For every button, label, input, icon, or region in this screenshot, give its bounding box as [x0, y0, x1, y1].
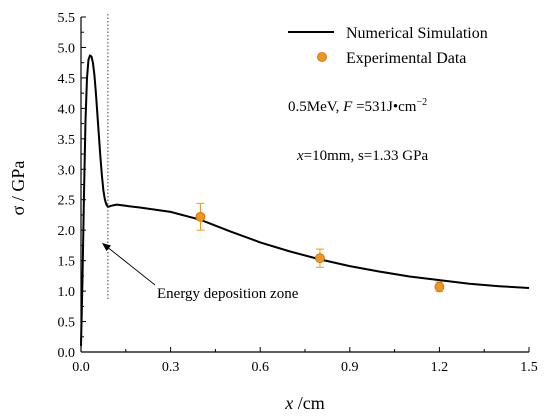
y-tick-label: 2.0 [58, 224, 76, 239]
legend-marker-experimental [317, 52, 327, 62]
y-tick-label: 3.5 [58, 133, 76, 148]
params-line-1: 0.5MeV, F =531J•cm−2 [288, 97, 427, 115]
axes [80, 17, 529, 353]
legend-label-experimental: Experimental Data [346, 50, 466, 67]
x-axis-variable: x [284, 393, 293, 413]
data-marker [195, 211, 206, 222]
y-tick-label: 4.0 [58, 102, 76, 117]
zone-label: Energy deposition zone [157, 286, 299, 302]
y-tick-label: 4.5 [58, 72, 76, 87]
y-tick-label: 1.0 [58, 285, 76, 300]
experimental-point [434, 281, 445, 293]
x-tick-label: 0.6 [251, 360, 269, 375]
x-axis-title: x /cm [284, 393, 325, 413]
params-line-2: x=10mm, s=1.33 GPa [296, 148, 428, 164]
x-tick-label: 1.5 [520, 360, 538, 375]
x-tick-label: 0.0 [72, 360, 90, 375]
params-fluence-value: =531J•cm [352, 99, 416, 115]
y-axis-title: σ / GPa [8, 161, 28, 216]
legend-label-simulation: Numerical Simulation [346, 25, 488, 42]
y-tick-label: 2.5 [58, 194, 76, 209]
y-tick-label: 5.5 [58, 11, 76, 26]
zone-arrow-head [102, 243, 111, 251]
y-tick-label: 5.0 [58, 41, 76, 56]
x-tick-label: 1.2 [431, 360, 449, 375]
legend: Numerical Simulation Experimental Data [288, 25, 488, 67]
x-tick-label: 0.3 [162, 360, 180, 375]
y-tick-label: 0.5 [58, 316, 76, 331]
params-x-value: =10mm, s=1.33 GPa [304, 148, 429, 164]
axis-ticks: 0.0 0.5 1.0 1.5 2.0 2.5 3.0 3.5 4.0 4.5 5.0 5.5 0.0 0… [58, 11, 538, 375]
y-tick-label: 0.0 [58, 346, 76, 361]
series-layer [80, 54, 530, 346]
y-tick-label: 3.0 [58, 163, 76, 178]
experimental-point [315, 248, 325, 268]
x-axis-unit: /cm [293, 393, 325, 413]
params-energy: 0.5MeV, [288, 99, 343, 115]
params-fluence-exponent: −2 [416, 97, 427, 108]
experimental-point [195, 202, 206, 231]
params-fluence-symbol: F [342, 99, 353, 115]
x-tick-label: 0.9 [341, 360, 359, 375]
data-marker [315, 253, 325, 264]
y-tick-label: 1.5 [58, 255, 76, 270]
data-marker [434, 281, 445, 292]
zone-arrow-shaft [105, 245, 156, 286]
simulation-line [80, 54, 530, 346]
params-x-symbol: x [296, 148, 304, 164]
